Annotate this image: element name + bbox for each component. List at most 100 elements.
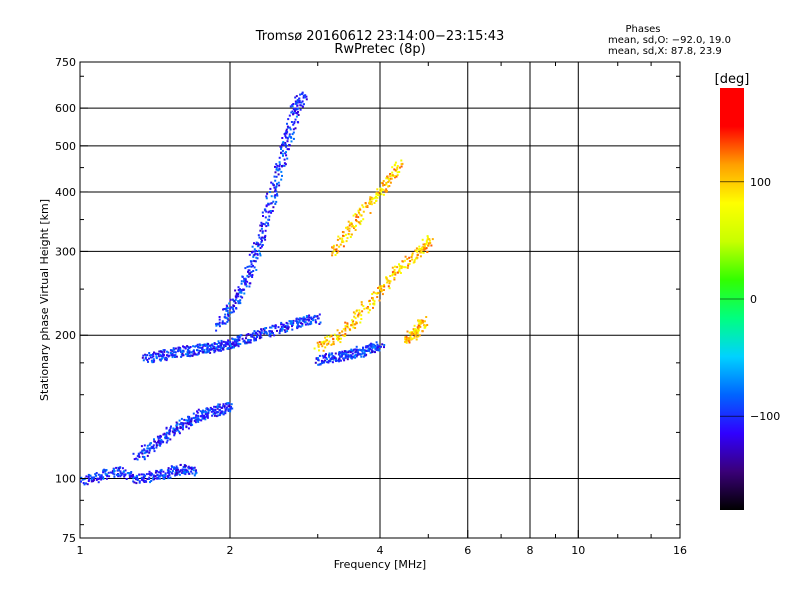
data-point-x xyxy=(377,291,380,294)
data-point-o xyxy=(148,470,151,473)
data-point-o xyxy=(222,308,225,311)
data-point-o xyxy=(151,477,154,480)
data-point-x xyxy=(381,293,384,296)
data-point-o xyxy=(265,332,268,335)
data-point-o xyxy=(284,326,287,328)
data-point-x xyxy=(373,303,376,306)
data-point-o xyxy=(238,336,241,339)
data-point-o xyxy=(283,164,286,167)
data-point-o xyxy=(235,340,238,343)
data-point-o xyxy=(274,327,277,330)
data-point-x xyxy=(424,324,427,327)
data-point-o xyxy=(297,325,300,328)
data-point-o xyxy=(192,417,195,419)
data-point-o xyxy=(148,447,151,450)
data-point-o xyxy=(301,322,304,325)
data-point-x xyxy=(382,180,385,182)
data-point-o xyxy=(184,422,187,425)
data-point-o xyxy=(296,323,299,326)
data-point-o xyxy=(218,342,221,344)
data-point-o xyxy=(276,329,278,332)
data-point-o xyxy=(275,166,278,169)
data-point-o xyxy=(372,343,375,346)
data-point-o xyxy=(280,323,283,326)
data-point-o xyxy=(344,354,347,357)
data-point-o xyxy=(240,291,243,294)
data-point-o xyxy=(213,351,216,354)
data-point-o xyxy=(283,158,286,161)
data-point-o xyxy=(295,317,298,320)
data-point-x xyxy=(335,244,338,247)
data-point-o xyxy=(249,341,252,344)
data-point-o xyxy=(181,350,183,353)
data-point-o xyxy=(183,471,186,474)
data-point-x xyxy=(400,265,403,268)
data-point-o xyxy=(283,329,286,332)
data-point-x xyxy=(383,184,386,186)
data-point-x xyxy=(334,254,337,256)
data-point-o xyxy=(85,482,87,485)
data-point-o xyxy=(155,355,158,358)
data-point-o xyxy=(238,339,241,342)
data-point-x xyxy=(343,235,346,237)
data-point-o xyxy=(358,348,361,351)
data-point-x xyxy=(400,267,403,270)
data-point-o xyxy=(270,326,273,329)
data-point-o xyxy=(350,348,353,351)
data-point-o xyxy=(374,344,377,347)
data-point-o xyxy=(263,332,266,335)
data-point-o xyxy=(247,340,250,343)
data-point-o xyxy=(149,481,151,484)
data-point-x xyxy=(416,250,419,253)
data-point-o xyxy=(337,359,339,362)
data-point-o xyxy=(211,344,214,347)
x-axis-label: Frequency [MHz] xyxy=(334,558,426,571)
data-point-o xyxy=(255,241,258,244)
data-point-x xyxy=(376,196,379,199)
data-point-o xyxy=(134,476,137,479)
data-point-o xyxy=(228,403,231,406)
data-point-o xyxy=(244,267,247,270)
data-point-o xyxy=(247,338,250,341)
data-point-x xyxy=(391,171,394,174)
data-point-o xyxy=(262,222,265,225)
data-point-o xyxy=(224,313,227,316)
data-point-o xyxy=(181,424,184,427)
data-point-x xyxy=(391,166,394,169)
data-point-o xyxy=(245,285,248,288)
data-point-o xyxy=(196,411,199,414)
data-point-o xyxy=(251,274,254,276)
data-point-o xyxy=(292,322,295,324)
data-point-o xyxy=(159,472,162,475)
data-point-o xyxy=(121,472,124,475)
data-point-o xyxy=(282,164,285,167)
data-point-o xyxy=(261,244,264,246)
data-point-x xyxy=(328,340,331,343)
data-point-o xyxy=(363,351,366,354)
data-point-o xyxy=(293,122,296,125)
data-point-o xyxy=(187,350,190,353)
data-point-x xyxy=(426,238,429,241)
data-point-o xyxy=(369,351,372,354)
data-point-o xyxy=(90,480,93,483)
data-point-o xyxy=(374,347,377,350)
data-point-o xyxy=(88,478,91,481)
data-point-o xyxy=(241,296,244,299)
data-point-o xyxy=(253,338,256,340)
data-point-x xyxy=(336,252,339,254)
data-point-o xyxy=(220,347,223,350)
data-point-o xyxy=(295,95,298,98)
data-point-x xyxy=(360,314,363,317)
data-point-o xyxy=(250,265,253,268)
data-point-o xyxy=(240,282,243,285)
data-point-x xyxy=(383,284,385,286)
data-point-o xyxy=(194,416,197,419)
data-point-x xyxy=(338,332,341,334)
data-point-o xyxy=(334,352,337,355)
data-point-x xyxy=(369,198,372,201)
data-point-o xyxy=(201,348,204,350)
data-point-o xyxy=(285,154,288,157)
data-point-o xyxy=(169,427,172,430)
data-point-o xyxy=(362,346,364,349)
data-point-x xyxy=(358,311,361,314)
